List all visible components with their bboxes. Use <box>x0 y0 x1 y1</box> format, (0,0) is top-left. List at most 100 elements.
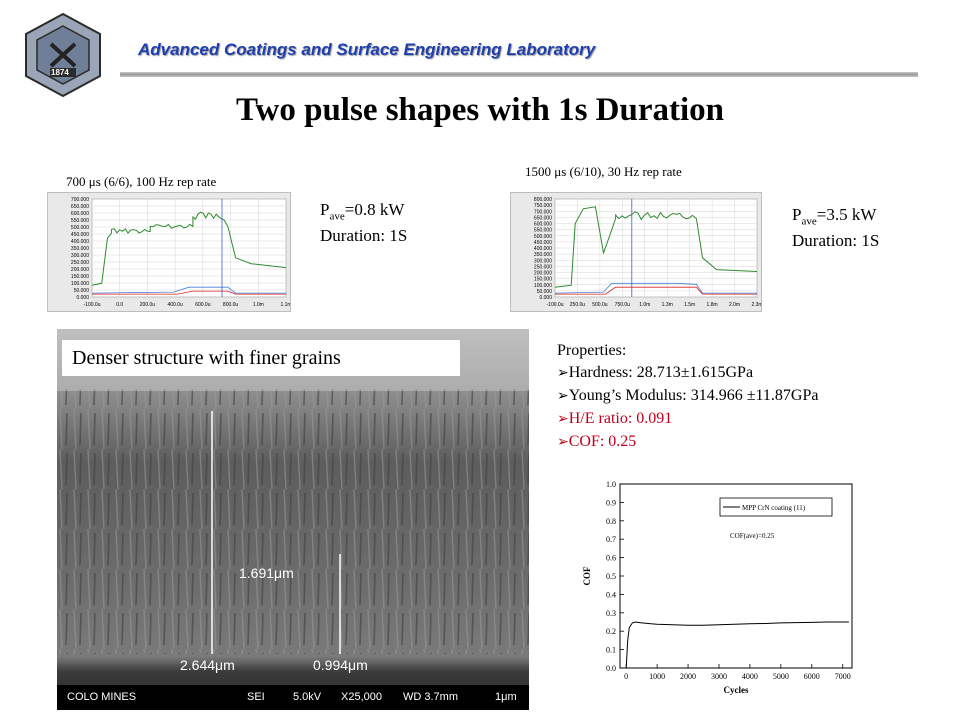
cof-y-tick-label: 0.3 <box>606 609 616 618</box>
scope-y-tick: 250.000 <box>534 264 552 270</box>
scope-trace-green <box>91 211 287 286</box>
cof-x-tick-label: 2000 <box>680 672 696 681</box>
sem-caption: Denser structure with finer grains <box>62 340 460 376</box>
scope-y-tick: 550.000 <box>534 228 552 234</box>
cof-series-line <box>625 621 849 669</box>
school-logo: 1874 <box>20 12 106 98</box>
sem-info-bar: COLO MINES SEI 5.0kV X25,000 WD 3.7mm 1μ… <box>57 685 529 710</box>
scope-y-tick: 300.000 <box>71 253 89 259</box>
scope-x-tick: 250.0u <box>570 302 586 308</box>
cof-x-tick-label: 5000 <box>773 672 789 681</box>
cof-x-tick-label: 6000 <box>804 672 820 681</box>
cof-y-axis-label: COF <box>582 566 592 586</box>
cof-x-axis-label: Cycles <box>724 685 749 695</box>
pulse-right-caption: 1500 μs (6/10), 30 Hz rep rate <box>525 164 682 179</box>
scope-y-tick: 350.000 <box>534 252 552 258</box>
cof-legend-box <box>719 497 833 517</box>
cof-y-tick-label: 0.4 <box>606 590 616 599</box>
scope-x-tick: 2.0m <box>729 302 740 308</box>
scope-y-tick: 500.000 <box>534 234 552 240</box>
scope-y-tick: 600.000 <box>534 222 552 228</box>
sem-footer-scale: 1μm <box>495 691 517 703</box>
cof-x-tick-label: 0 <box>624 672 628 681</box>
cof-y-tick-label: 0.5 <box>606 572 616 581</box>
pulse-left-oscilloscope: 700.000 650.000 600.000 550.000 500.000 450.0… <box>47 192 292 312</box>
cof-y-tick-label: 0.6 <box>606 554 616 563</box>
scope-y-tick: 150.000 <box>71 274 89 280</box>
scope-y-tick: 650.000 <box>534 215 552 221</box>
scope-x-tick: 1.0m <box>253 302 264 308</box>
pulse-right-power: Pave=3.5 kW Duration: 1S <box>792 205 880 251</box>
cof-y-tick-label: 0.7 <box>606 535 616 544</box>
sem-measure-2: 2.644μm <box>180 657 235 673</box>
cof-x-tick-label: 4000 <box>742 672 758 681</box>
scope-x-tick: 500.0u <box>592 302 608 308</box>
cof-x-tick-label: 1000 <box>649 672 665 681</box>
scope-x-tick: 1.5m <box>684 302 695 308</box>
property-he-ratio: ➢H/E ratio: 0.091 <box>557 410 673 427</box>
scope-x-tick: 1.1m <box>280 302 290 308</box>
scope-x-tick: 1.3m <box>662 302 673 308</box>
sem-footer-magnification: X25,000 <box>341 691 382 703</box>
scope-y-tick: 0.000 <box>539 295 552 301</box>
sem-footer-mode: SEI <box>247 691 265 703</box>
scope-trace-red <box>92 290 286 295</box>
properties-heading: Properties: <box>557 342 627 359</box>
cof-y-tick-label: 0.2 <box>606 627 616 636</box>
sem-footer-voltage: 5.0kV <box>293 691 322 703</box>
scope-y-tick: 650.000 <box>71 204 89 210</box>
scope-y-tick: 0.000 <box>76 295 89 301</box>
scope-y-tick: 800.000 <box>534 197 552 203</box>
scope-trace-red <box>555 286 757 295</box>
scope-trace-blue <box>554 282 757 294</box>
scope-y-tick: 50.000 <box>74 288 90 294</box>
sem-footer-lab: COLO MINES <box>67 691 137 703</box>
scope-y-tick: 200.000 <box>534 271 552 277</box>
sem-footer-wd: WD 3.7mm <box>403 691 458 703</box>
logo-year: 1874 <box>51 68 69 77</box>
sem-micrograph: 1.691μm 2.644μm 0.994μm COLO MINES SEI 5… <box>57 329 529 710</box>
scope-y-tick: 100.000 <box>534 283 552 289</box>
scope-y-tick: 300.000 <box>534 258 552 264</box>
scope-x-tick: 600.0u <box>195 302 211 308</box>
scope-x-tick: 0.0 <box>116 302 123 308</box>
scope-y-tick: 200.000 <box>71 267 89 273</box>
property-youngs-modulus: ➢Young’s Modulus: 314.966 ±11.87GPa <box>557 387 819 404</box>
scope-x-tick: 200.0u <box>140 302 156 308</box>
scope-x-tick: -100.0u <box>84 302 101 308</box>
scope-y-tick: 550.000 <box>71 218 89 224</box>
scope-y-tick: 500.000 <box>71 225 89 231</box>
scope-x-tick: 750.0u <box>615 302 631 308</box>
scope-y-tick: 450.000 <box>71 232 89 238</box>
header-divider <box>120 72 918 77</box>
sem-measure-1: 1.691μm <box>239 565 294 581</box>
scope-x-tick: 1.0m <box>639 302 650 308</box>
scope-y-tick: 50.000 <box>537 289 553 295</box>
scope-x-tick: 2.3m <box>751 302 761 308</box>
scope-y-tick: 600.000 <box>71 211 89 217</box>
scope-y-tick: 350.000 <box>71 246 89 252</box>
pulse-right-oscilloscope: 800.000 750.000 700.000 650.000 600.000 550.0… <box>510 192 763 312</box>
property-cof: ➢COF: 0.25 <box>557 433 637 450</box>
property-hardness: ➢Hardness: 28.713±1.615GPa <box>557 364 754 381</box>
cof-y-tick-label: 0.0 <box>606 664 616 673</box>
scope-x-tick: -100.0u <box>547 302 564 308</box>
scope-y-tick: 750.000 <box>534 203 552 209</box>
scope-x-tick: 1.8m <box>707 302 718 308</box>
pulse-left-power: Pave=0.8 kW Duration: 1S <box>320 200 408 246</box>
slide-title: Two pulse shapes with 1s Duration <box>235 92 725 128</box>
pulse-right-duration: Duration: 1S <box>792 231 880 251</box>
cof-x-tick-label: 3000 <box>711 672 727 681</box>
scope-trace-blue <box>91 286 286 294</box>
pulse-left-duration: Duration: 1S <box>320 226 408 246</box>
scope-y-tick: 150.000 <box>534 277 552 283</box>
scope-y-tick: 700.000 <box>71 197 89 203</box>
scope-y-tick: 400.000 <box>71 239 89 245</box>
cof-y-tick-label: 0.8 <box>606 517 616 526</box>
lab-name: Advanced Coatings and Surface Engineerin… <box>138 40 596 59</box>
scope-y-tick: 400.000 <box>534 246 552 252</box>
cof-y-tick-label: 1.0 <box>606 480 616 489</box>
scope-y-tick: 700.000 <box>534 209 552 215</box>
scope-y-tick: 250.000 <box>71 260 89 266</box>
scope-trace-green <box>554 206 758 288</box>
